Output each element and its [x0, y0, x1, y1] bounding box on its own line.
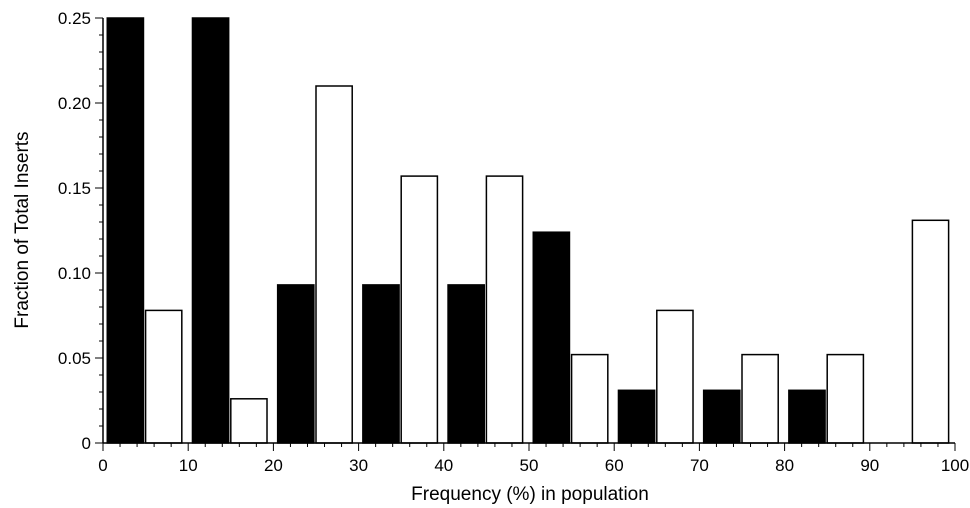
x-tick-label: 40 [434, 456, 453, 475]
bar-series2-bin-50 [570, 353, 609, 444]
bar-series2-bin-60 [656, 309, 694, 444]
axes-layer: 0 10 20 30 40 50 60 70 80 90 100 0 0.05 0.10 0.15 0.20 0… [58, 9, 969, 475]
x-tick-label: 20 [264, 456, 283, 475]
bar-series2-bin-30 [400, 175, 439, 444]
bar-series2-bin-20 [315, 85, 353, 444]
bar-series1-bin-20 [276, 284, 315, 444]
y-tick-label: 0.25 [58, 9, 91, 28]
bar-series1-bin-60 [617, 389, 656, 444]
x-tick-label: 0 [98, 456, 107, 475]
bar-series2-bin-90 [911, 219, 950, 444]
y-tick-label: 0.05 [58, 349, 91, 368]
bar-series2-bin-10 [230, 398, 268, 444]
bar-series2-bin-80 [826, 353, 865, 444]
bar-series1-bin-80 [788, 389, 826, 444]
y-tick-label: 0.15 [58, 179, 91, 198]
bar-series1-bin-10 [191, 17, 230, 444]
x-tick-label: 90 [860, 456, 879, 475]
x-tick-label: 70 [690, 456, 709, 475]
bar-series2-bin-40 [485, 175, 524, 444]
bar-series1-bin-70 [702, 389, 741, 444]
y-axis-title: Fraction of Total Inserts [12, 131, 33, 328]
x-tick-label: 10 [179, 456, 198, 475]
bars-layer [106, 17, 950, 444]
y-tick-label: 0 [82, 434, 91, 453]
x-tick-label: 60 [605, 456, 624, 475]
x-tick-label: 50 [520, 456, 539, 475]
bar-series1-bin-30 [362, 284, 400, 444]
bar-series1-bin-0 [106, 17, 145, 444]
bar-series2-bin-0 [144, 309, 183, 444]
x-axis-title: Frequency (%) in population [411, 484, 649, 505]
x-tick-label: 80 [775, 456, 794, 475]
bar-series1-bin-50 [532, 231, 571, 444]
x-tick-label: 100 [941, 456, 969, 475]
y-tick-label: 0.20 [58, 94, 91, 113]
bar-series2-bin-70 [741, 353, 779, 444]
y-tick-label: 0.10 [58, 264, 91, 283]
bar-series1-bin-40 [447, 284, 486, 444]
x-tick-label: 30 [349, 456, 368, 475]
